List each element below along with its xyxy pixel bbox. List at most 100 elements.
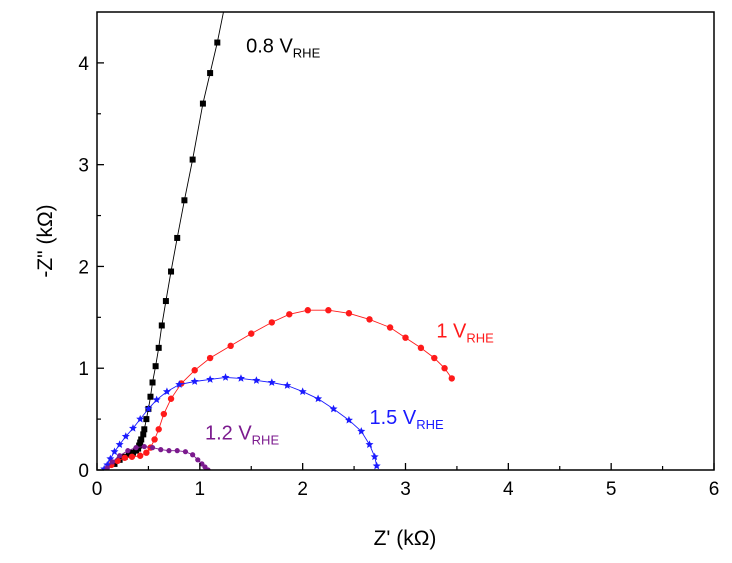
data-point [162,298,169,305]
data-point [137,439,144,446]
data-point [314,394,323,403]
data-point [252,376,261,384]
data-point [182,449,189,455]
data-point [167,395,175,402]
data-point [143,449,150,456]
data-point [141,443,147,450]
data-point [402,334,409,341]
data-point [190,377,199,385]
data-point [189,156,196,163]
data-point [151,436,158,443]
data-point [191,367,198,374]
data-point [149,379,156,386]
data-point [174,448,180,454]
plot-frame [96,11,715,471]
data-point [147,393,154,400]
y-tick-label: 0 [78,461,89,482]
data-point [206,375,215,383]
x-tick-label: 0 [92,479,103,500]
data-point [236,374,245,382]
data-point [199,100,206,107]
y-tick-label: 2 [78,257,89,278]
data-point [115,440,124,448]
x-tick-label: 5 [606,479,617,500]
series-label-subscript: RHE [416,417,444,432]
data-point [136,452,144,459]
data-point [386,324,394,331]
data-point [125,451,132,458]
data-point [158,322,165,329]
data-point [138,436,145,443]
series-label-subscript: RHE [252,432,280,447]
data-point [158,447,164,453]
data-point [370,452,379,461]
data-point [125,448,131,454]
data-point [181,197,188,204]
data-point [175,380,184,388]
y-axis-ticks: 0 1 2 3 4 [78,54,104,482]
data-point [110,447,119,456]
data-point [268,319,276,326]
data-point [136,442,143,449]
data-point [325,307,332,314]
data-point [155,344,162,351]
x-axis-title: Z' (kΩ) [374,527,437,550]
data-point [417,344,425,352]
data-point [162,387,171,396]
y-axis-title: -Z" (kΩ) [34,204,57,277]
data-point [174,234,181,241]
data-point [121,454,128,461]
data-point [129,424,137,432]
data-point [195,457,201,463]
series-line [106,446,209,470]
series-line [111,309,453,466]
y-tick-label: 4 [78,54,89,75]
data-point [304,307,312,314]
data-point [155,426,162,433]
series-label: 0.8 VRHE [246,36,320,61]
data-point [140,431,147,438]
data-point [133,445,139,451]
data-point [117,453,123,459]
data-point [214,39,221,46]
y-tick-label: 1 [78,359,89,380]
data-point [372,461,381,470]
series-label-main: 0.8 V [246,36,293,58]
data-point [143,416,150,423]
data-point [448,375,455,382]
data-point [152,395,161,404]
data-point [129,449,136,456]
series-label: 1 VRHE [436,321,494,346]
data-point [344,415,353,424]
data-point [227,342,234,350]
series-label-subscript: RHE [293,46,321,61]
data-point [168,268,175,275]
series-line [114,12,224,465]
series-label-main: 1.2 V [205,422,252,444]
series-label-main: 1.5 V [370,407,417,429]
data-point [206,354,214,362]
data-point [431,354,438,362]
data-point [160,410,168,418]
series-label: 1.5 VRHE [370,407,444,432]
data-point [298,387,307,396]
series-1 [108,307,455,469]
x-tick-label: 4 [503,479,514,500]
data-point [114,457,121,465]
data-point [329,404,338,413]
series-label: 1.2 VRHE [205,422,279,447]
data-point [221,373,230,381]
data-point [366,316,373,323]
data-point [121,432,130,440]
data-point [267,378,276,386]
x-tick-label: 6 [709,479,720,500]
series-label-subscript: RHE [466,331,494,346]
data-point [136,414,145,423]
data-point [109,459,116,465]
y-tick-label: 3 [78,156,89,177]
data-point [345,310,353,317]
data-point [190,452,196,458]
data-point [141,426,148,433]
